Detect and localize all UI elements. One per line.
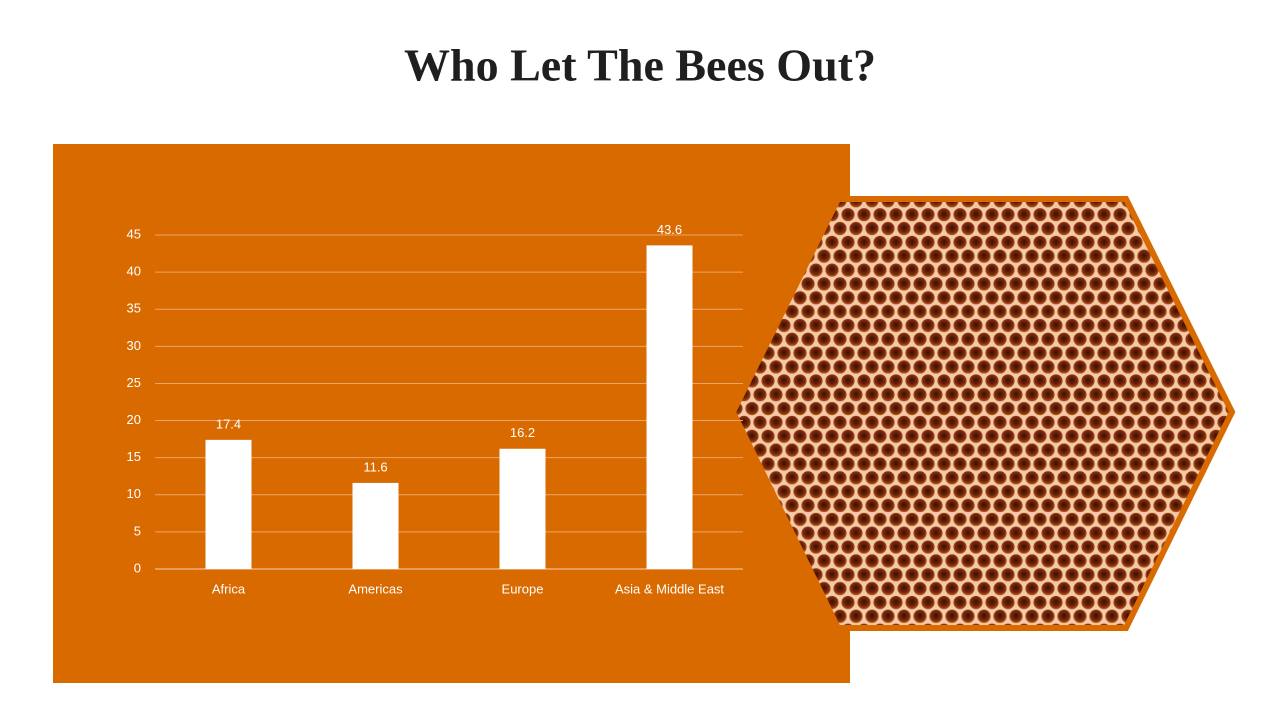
bar xyxy=(646,245,693,569)
x-tick-label: Africa xyxy=(212,581,246,596)
bar xyxy=(205,439,252,569)
y-tick-label: 30 xyxy=(127,338,141,353)
y-tick-label: 45 xyxy=(127,226,141,241)
y-tick-label: 10 xyxy=(127,486,141,501)
value-label: 16.2 xyxy=(510,425,535,440)
y-tick-label: 20 xyxy=(127,412,141,427)
y-tick-label: 25 xyxy=(127,375,141,390)
bar xyxy=(352,482,399,569)
plot-area: 0 5 10 15 20 25 30 35 40 45 Africa 17.4 Americas 11.6… xyxy=(127,222,743,596)
value-label: 11.6 xyxy=(363,459,387,474)
bar xyxy=(499,448,546,569)
y-tick-label: 5 xyxy=(134,523,141,538)
y-tick-label: 35 xyxy=(127,301,141,316)
x-tick-label: Americas xyxy=(348,581,403,596)
value-label: 17.4 xyxy=(216,416,241,431)
chart-title: Who Let The Bees Out? xyxy=(404,40,876,91)
honeycomb-image xyxy=(729,196,1236,631)
value-label: 43.6 xyxy=(657,222,682,237)
chart-panel xyxy=(53,144,850,683)
x-tick-label: Asia & Middle East xyxy=(615,581,724,596)
y-tick-label: 0 xyxy=(134,560,141,575)
y-tick-label: 40 xyxy=(127,264,141,279)
x-tick-label: Europe xyxy=(502,581,544,596)
y-tick-label: 15 xyxy=(127,449,141,464)
